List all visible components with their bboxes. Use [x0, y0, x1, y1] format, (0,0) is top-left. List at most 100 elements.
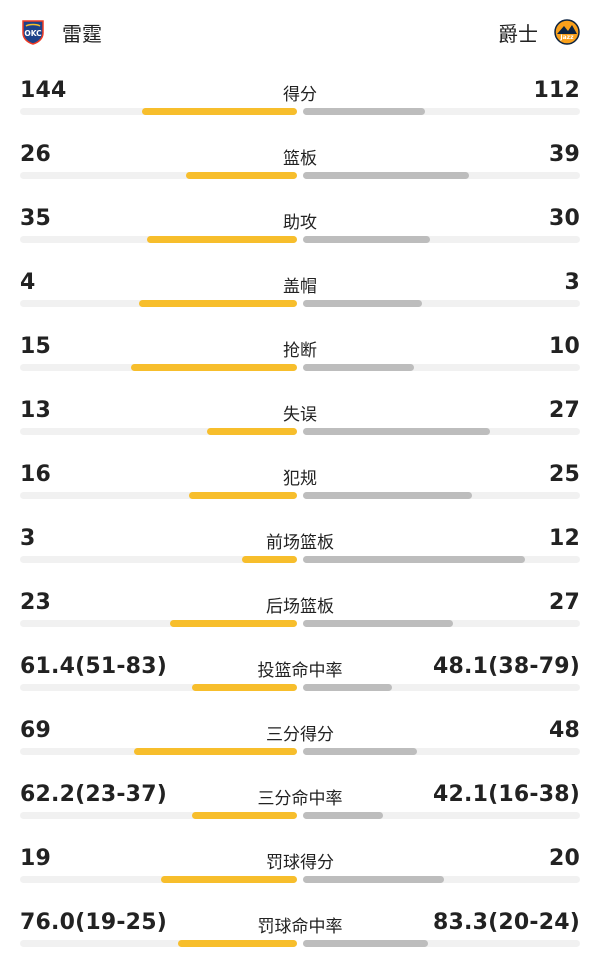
home-bar-fill	[147, 236, 297, 243]
away-bar-fill	[303, 684, 392, 691]
stat-label: 后场篮板	[266, 597, 334, 617]
home-team[interactable]: OKC 雷霆	[20, 16, 102, 48]
away-bar-track	[303, 364, 580, 371]
away-logo-text: Jazz	[559, 34, 574, 41]
away-bar-fill	[303, 876, 445, 883]
away-stat-value: 10	[548, 334, 580, 359]
stat-row: 26 篮板 39	[0, 132, 600, 196]
home-bar-fill	[177, 940, 297, 947]
stat-label: 抢断	[283, 341, 317, 361]
stat-row: 69 三分得分 48	[0, 708, 600, 772]
stat-label: 盖帽	[283, 277, 317, 297]
home-bar-track	[20, 108, 297, 115]
home-stat-value: 61.4(51-83)	[20, 654, 167, 679]
home-stat-value: 23	[20, 590, 52, 615]
away-stat-value: 27	[548, 590, 580, 615]
away-bar-track	[303, 300, 580, 307]
home-stat-value: 16	[20, 462, 52, 487]
home-stat-value: 26	[20, 142, 52, 167]
home-stat-value: 35	[20, 206, 52, 231]
home-bar-fill	[186, 172, 297, 179]
stat-label: 罚球得分	[266, 853, 334, 873]
stat-row: 62.2(23-37) 三分命中率 42.1(16-38)	[0, 772, 600, 836]
away-bar-fill	[303, 940, 428, 947]
away-bar-fill	[303, 172, 470, 179]
jazz-logo-icon: Jazz	[554, 19, 580, 45]
away-stat-value: 30	[548, 206, 580, 231]
stat-row: 144 得分 112	[0, 68, 600, 132]
home-bar-track	[20, 300, 297, 307]
stat-row: 19 罚球得分 20	[0, 836, 600, 900]
home-stat-value: 69	[20, 718, 52, 743]
home-bar-fill	[141, 108, 297, 115]
home-bar-fill	[161, 876, 297, 883]
away-bar-track	[303, 428, 580, 435]
home-bar-track	[20, 172, 297, 179]
home-bar-fill	[191, 812, 297, 819]
home-stat-value: 76.0(19-25)	[20, 910, 167, 935]
home-logo-text: OKC	[24, 29, 42, 38]
away-bar-track	[303, 108, 580, 115]
home-bar-fill	[139, 300, 297, 307]
stat-label: 篮板	[283, 149, 317, 169]
stat-label: 得分	[283, 85, 317, 105]
home-bar-track	[20, 428, 297, 435]
home-bar-fill	[130, 364, 297, 371]
home-bar-track	[20, 236, 297, 243]
home-stat-value: 15	[20, 334, 52, 359]
home-bar-fill	[191, 684, 297, 691]
away-bar-fill	[303, 748, 417, 755]
stat-label: 犯规	[283, 469, 317, 489]
away-bar-track	[303, 556, 580, 563]
stat-label: 助攻	[283, 213, 317, 233]
away-bar-fill	[303, 108, 425, 115]
home-bar-track	[20, 492, 297, 499]
stat-row: 35 助攻 30	[0, 196, 600, 260]
away-bar-track	[303, 172, 580, 179]
away-team[interactable]: 爵士 Jazz	[498, 16, 580, 48]
home-stat-value: 4	[20, 270, 36, 295]
stat-label: 罚球命中率	[257, 917, 343, 937]
away-stat-value: 12	[548, 526, 580, 551]
away-bar-fill	[303, 428, 490, 435]
away-bar-fill	[303, 364, 414, 371]
stat-label: 三分命中率	[257, 789, 343, 809]
away-team-name: 爵士	[498, 21, 538, 46]
stat-row: 4 盖帽 3	[0, 260, 600, 324]
stat-row: 23 后场篮板 27	[0, 580, 600, 644]
away-bar-track	[303, 492, 580, 499]
away-stat-value: 48.1(38-79)	[433, 654, 580, 679]
home-bar-fill	[206, 428, 297, 435]
home-bar-fill	[133, 748, 297, 755]
home-stat-value: 13	[20, 398, 52, 423]
away-bar-fill	[303, 300, 423, 307]
away-stat-value: 112	[533, 78, 580, 103]
thunder-logo-icon: OKC	[22, 20, 44, 45]
stat-row: 76.0(19-25) 罚球命中率 83.3(20-24)	[0, 900, 600, 964]
away-bar-fill	[303, 556, 525, 563]
away-stat-value: 3	[564, 270, 580, 295]
stats-comparison-list: 144 得分 112 26 篮板 39 35 助攻 30 4 盖帽 3 15 抢断 10 13 失误 27 16 犯规…	[0, 68, 600, 964]
home-stat-value: 19	[20, 846, 52, 871]
home-bar-track	[20, 748, 297, 755]
home-bar-track	[20, 556, 297, 563]
away-bar-fill	[303, 492, 472, 499]
stat-row: 61.4(51-83) 投篮命中率 48.1(38-79)	[0, 644, 600, 708]
away-stat-value: 83.3(20-24)	[433, 910, 580, 935]
away-bar-track	[303, 236, 580, 243]
stat-row: 15 抢断 10	[0, 324, 600, 388]
away-bar-track	[303, 684, 580, 691]
away-stat-value: 42.1(16-38)	[433, 782, 580, 807]
home-bar-track	[20, 684, 297, 691]
home-team-name: 雷霆	[62, 21, 102, 46]
stat-row: 16 犯规 25	[0, 452, 600, 516]
away-bar-track	[303, 812, 580, 819]
team-header: OKC 雷霆 爵士 Jazz	[0, 0, 600, 64]
away-bar-track	[303, 876, 580, 883]
home-bar-track	[20, 364, 297, 371]
away-stat-value: 48	[548, 718, 580, 743]
home-bar-fill	[188, 492, 297, 499]
home-stat-value: 62.2(23-37)	[20, 782, 167, 807]
home-bar-track	[20, 876, 297, 883]
away-bar-fill	[303, 620, 453, 627]
